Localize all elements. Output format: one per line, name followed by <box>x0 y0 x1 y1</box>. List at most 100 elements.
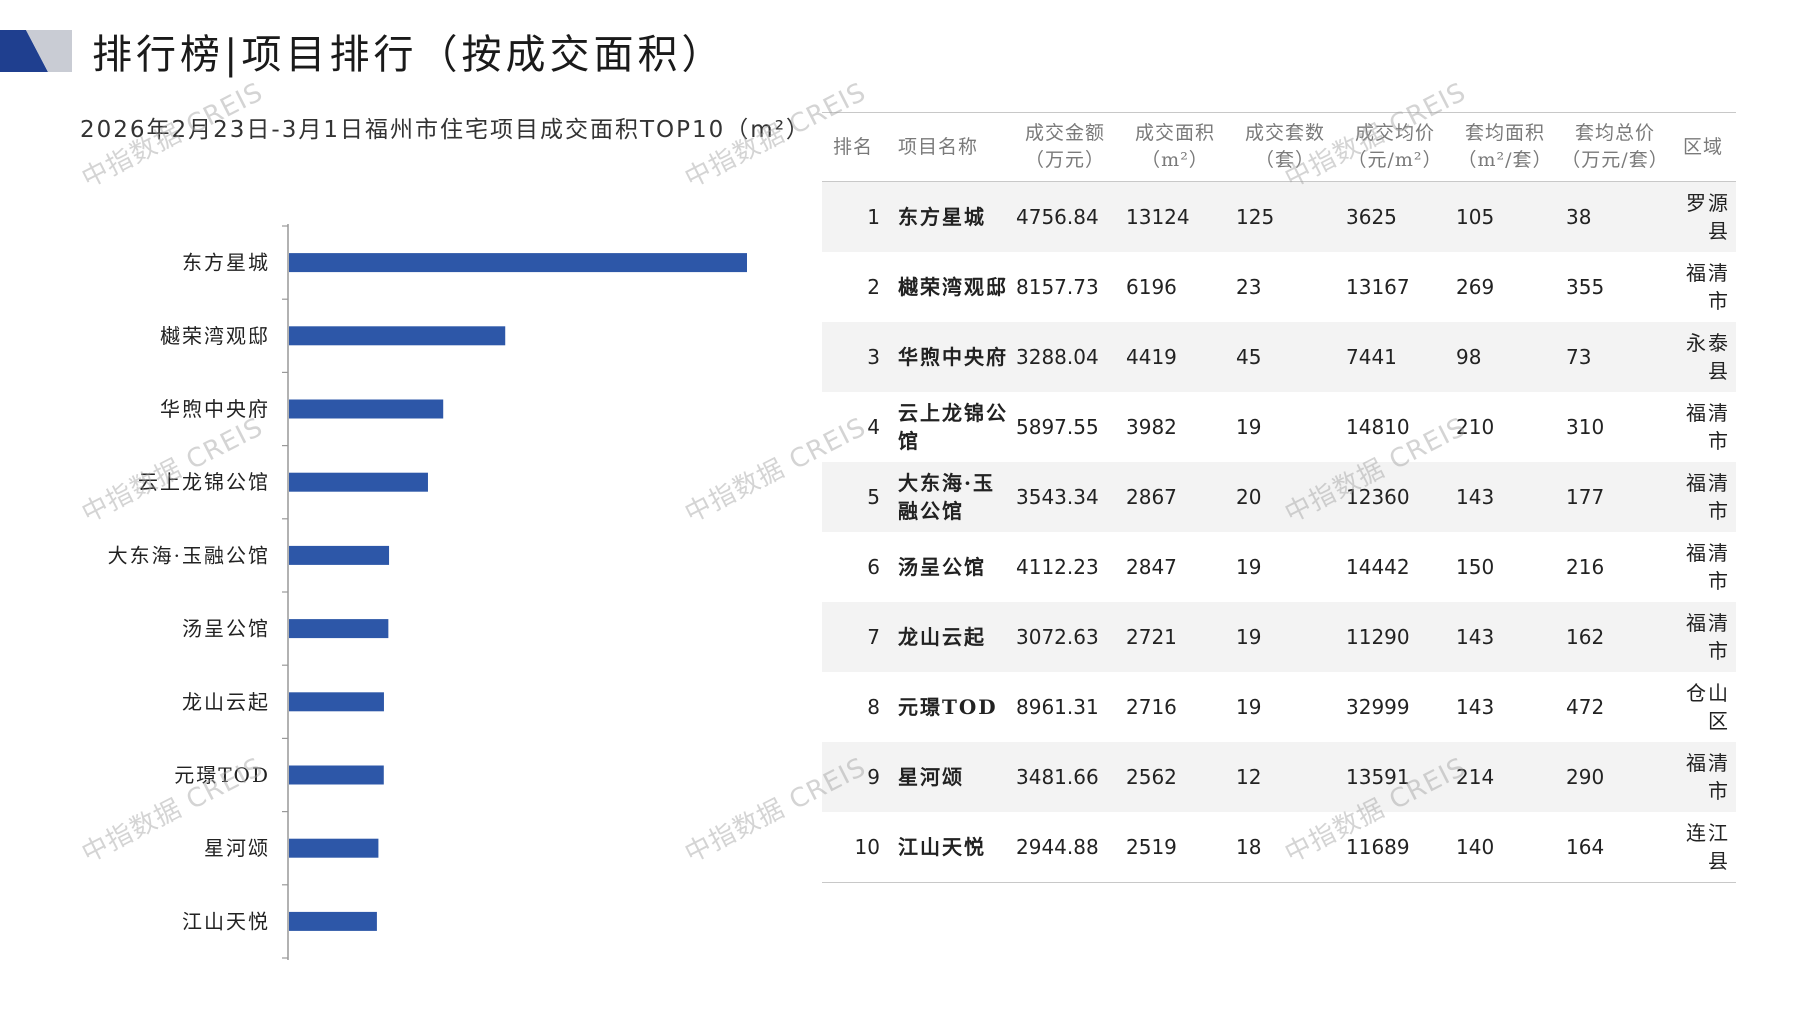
bar <box>289 472 428 492</box>
table-cell: 11290 <box>1346 625 1410 649</box>
table-cell: 12360 <box>1346 485 1410 509</box>
table-row: 6 汤呈公馆 4112.23 2847 19 14442 150 216 福清市 <box>822 532 1736 602</box>
table-cell: 3288.04 <box>1016 345 1099 369</box>
table-cell: 星河颂 <box>898 765 964 789</box>
bar <box>289 911 377 931</box>
bar <box>289 838 379 858</box>
bar <box>289 619 389 639</box>
table-cell: 1 <box>867 205 880 229</box>
table-cell: 14442 <box>1346 555 1410 579</box>
table-cell: 连江县 <box>1686 821 1730 873</box>
table-cell: 13167 <box>1346 275 1410 299</box>
table-cell: 龙山云起 <box>898 625 986 649</box>
table-cell: 210 <box>1456 415 1495 439</box>
table-row: 5 大东海·玉融公馆 3543.34 2867 20 12360 143 177 福清市 <box>822 462 1736 532</box>
header-decoration <box>0 30 72 72</box>
table-cell: 6 <box>867 555 880 579</box>
table-cell: 214 <box>1456 765 1495 789</box>
table-cell: 10 <box>854 835 880 859</box>
column-header: 成交金额 （万元） <box>1024 122 1105 171</box>
column-header: 排名 <box>832 135 873 158</box>
table-cell: 164 <box>1566 835 1605 859</box>
table-cell: 福清市 <box>1686 261 1730 313</box>
table-cell: 2847 <box>1126 555 1177 579</box>
bar <box>289 545 390 565</box>
bar <box>289 765 384 785</box>
table-cell: 162 <box>1566 625 1605 649</box>
table-cell: 7441 <box>1346 345 1397 369</box>
table-cell: 2867 <box>1126 485 1177 509</box>
table-cell: 98 <box>1456 345 1482 369</box>
category-label: 龙山云起 <box>182 690 270 714</box>
table-cell: 江山天悦 <box>898 835 986 859</box>
category-label: 大东海·玉融公馆 <box>108 543 270 567</box>
bar-chart: 东方星城樾荣湾观邸华煦中央府云上龙锦公馆大东海·玉融公馆汤呈公馆龙山云起元璟TO… <box>108 224 747 960</box>
table-cell: 150 <box>1456 555 1495 579</box>
table-cell: 45 <box>1236 345 1262 369</box>
table-cell: 福清市 <box>1686 401 1730 453</box>
column-header: 区域 <box>1682 135 1723 158</box>
table-cell: 38 <box>1566 205 1592 229</box>
bar <box>289 692 384 712</box>
table-row: 8 元璟TOD 8961.31 2716 19 32999 143 472 仓山区 <box>822 672 1736 742</box>
table-cell: 13591 <box>1346 765 1410 789</box>
table-cell: 18 <box>1236 835 1262 859</box>
table-cell: 310 <box>1566 415 1605 439</box>
table-cell: 罗源县 <box>1686 191 1730 243</box>
table-cell: 2562 <box>1126 765 1177 789</box>
table-cell: 福清市 <box>1686 541 1730 593</box>
table-cell: 4756.84 <box>1016 205 1099 229</box>
table-cell: 4419 <box>1126 345 1177 369</box>
table-cell: 13124 <box>1126 205 1190 229</box>
table-cell: 6196 <box>1126 275 1177 299</box>
table-cell: 3481.66 <box>1016 765 1099 789</box>
table-cell: 3625 <box>1346 205 1397 229</box>
table-cell: 143 <box>1456 485 1495 509</box>
column-header: 套均面积 （m²/套） <box>1457 122 1553 171</box>
bar <box>289 326 506 346</box>
table-cell: 19 <box>1236 415 1262 439</box>
category-label: 元璟TOD <box>174 763 270 787</box>
table-cell: 8157.73 <box>1016 275 1099 299</box>
bar <box>289 399 444 419</box>
category-label: 云上龙锦公馆 <box>138 470 270 494</box>
table-cell: 华煦中央府 <box>898 345 1008 369</box>
table-cell: 福清市 <box>1686 471 1730 523</box>
column-header: 成交均价 （元/m²） <box>1347 122 1443 171</box>
ranking-table: 排名 项目名称 成交金额 （万元） 成交面积 （m²） 成交套数 （套） 成交均价 （元/m²） 套… <box>822 112 1736 883</box>
table-cell: 2519 <box>1126 835 1177 859</box>
table-cell: 19 <box>1236 625 1262 649</box>
table-cell: 8 <box>867 695 880 719</box>
table-cell: 樾荣湾观邸 <box>898 275 1008 299</box>
table-cell: 2944.88 <box>1016 835 1099 859</box>
category-label: 汤呈公馆 <box>182 617 270 641</box>
column-header: 套均总价 （万元/套） <box>1561 122 1669 171</box>
table-cell: 355 <box>1566 275 1605 299</box>
table-cell: 143 <box>1456 695 1495 719</box>
table-cell: 元璟TOD <box>898 695 998 719</box>
table-cell: 290 <box>1566 765 1605 789</box>
table-cell: 125 <box>1236 205 1275 229</box>
table-cell: 福清市 <box>1686 751 1730 803</box>
table-cell: 14810 <box>1346 415 1410 439</box>
table-cell: 3 <box>867 345 880 369</box>
table-cell: 11689 <box>1346 835 1410 859</box>
table-cell: 7 <box>867 625 880 649</box>
table-cell: 仓山区 <box>1686 681 1730 733</box>
table-row: 10 江山天悦 2944.88 2519 18 11689 140 164 连江县 <box>822 812 1736 883</box>
column-header: 成交套数 （套） <box>1244 122 1325 171</box>
table-cell: 105 <box>1456 205 1495 229</box>
table-cell: 143 <box>1456 625 1495 649</box>
category-label: 江山天悦 <box>182 909 270 933</box>
chart-title: 2026年2月23日-3月1日福州市住宅项目成交面积TOP10（m²） <box>80 117 811 143</box>
table-cell: 3543.34 <box>1016 485 1099 509</box>
table-cell: 177 <box>1566 485 1605 509</box>
table-cell: 140 <box>1456 835 1495 859</box>
table-row: 1 东方星城 4756.84 13124 125 3625 105 38 罗源县 <box>822 181 1736 252</box>
table-cell: 永泰县 <box>1686 331 1730 383</box>
table-cell: 3072.63 <box>1016 625 1099 649</box>
column-header: 成交面积 （m²） <box>1134 122 1215 171</box>
table-cell: 269 <box>1456 275 1495 299</box>
table-row: 7 龙山云起 3072.63 2721 19 11290 143 162 福清市 <box>822 602 1736 672</box>
